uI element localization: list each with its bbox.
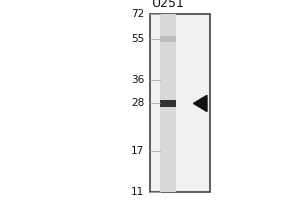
Text: 55: 55 bbox=[131, 34, 144, 44]
Text: 28: 28 bbox=[131, 98, 144, 108]
Text: 36: 36 bbox=[131, 75, 144, 85]
Text: 17: 17 bbox=[131, 146, 144, 156]
Bar bbox=[160, 100, 176, 107]
Bar bbox=[160, 36, 176, 42]
Bar bbox=[150, 14, 210, 192]
Text: 72: 72 bbox=[131, 9, 144, 19]
Bar bbox=[160, 14, 176, 192]
Text: U251: U251 bbox=[152, 0, 184, 10]
Polygon shape bbox=[194, 95, 207, 112]
Text: 11: 11 bbox=[131, 187, 144, 197]
